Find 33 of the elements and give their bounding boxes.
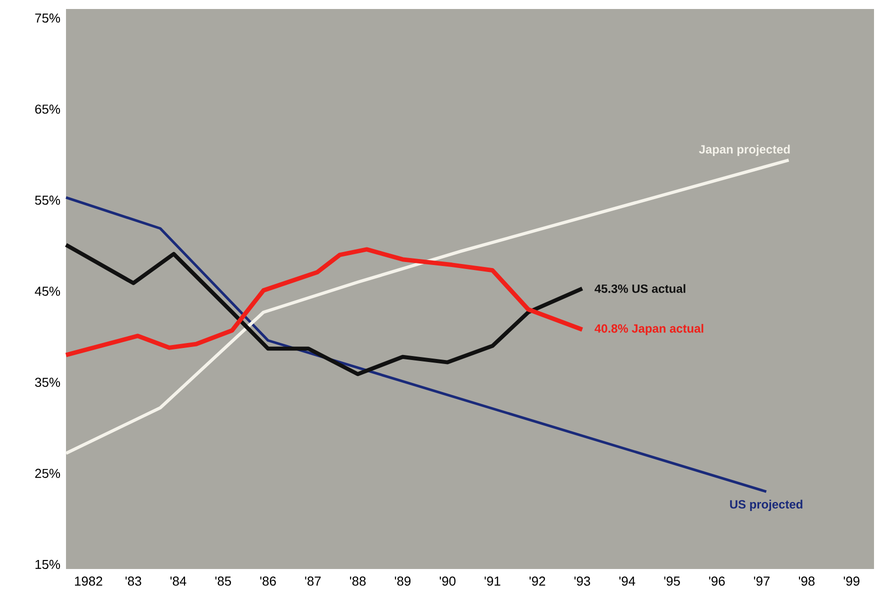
x-tick-label: '98	[798, 576, 815, 586]
y-tick-label: 65%	[35, 104, 60, 114]
y-tick-label: 35%	[35, 378, 60, 387]
line-series	[64, 196, 768, 493]
x-tick-label: '95	[664, 576, 680, 586]
y-tick-label: 45%	[34, 286, 60, 296]
x-tick-label: '85	[215, 576, 232, 586]
x-tick-label: '91	[484, 576, 500, 586]
y-tick-label: 15%	[36, 560, 60, 569]
x-tick-label: '92	[530, 576, 546, 586]
x-tick-label: '87	[305, 576, 321, 586]
y-tick-label: 55%	[35, 196, 60, 205]
x-tick-label: '90	[440, 576, 456, 586]
series-label: 45.3% US actual	[594, 284, 686, 293]
line-series	[64, 242, 584, 376]
line-series	[64, 247, 584, 358]
x-tick-label: 1982	[75, 576, 102, 586]
x-tick-label: '84	[170, 576, 186, 586]
x-tick-label: '89	[394, 576, 410, 586]
x-tick-label: '88	[350, 576, 366, 586]
x-tick-label: '99	[844, 576, 860, 586]
x-tick-label: '83	[126, 576, 142, 586]
x-tick-label: '93	[574, 576, 590, 586]
x-tick-label: '97	[754, 576, 770, 586]
x-tick-label: '86	[260, 576, 276, 586]
series-label: US projected	[730, 500, 802, 511]
x-tick-label: '94	[619, 576, 636, 586]
line-series	[64, 158, 790, 455]
x-tick-label: '96	[709, 576, 725, 586]
y-tick-label: 75%	[35, 14, 60, 23]
series-label: Japan projected	[699, 144, 790, 156]
y-tick-label: 25%	[35, 468, 60, 478]
series-label: 40.8% Japan actual	[594, 324, 704, 336]
